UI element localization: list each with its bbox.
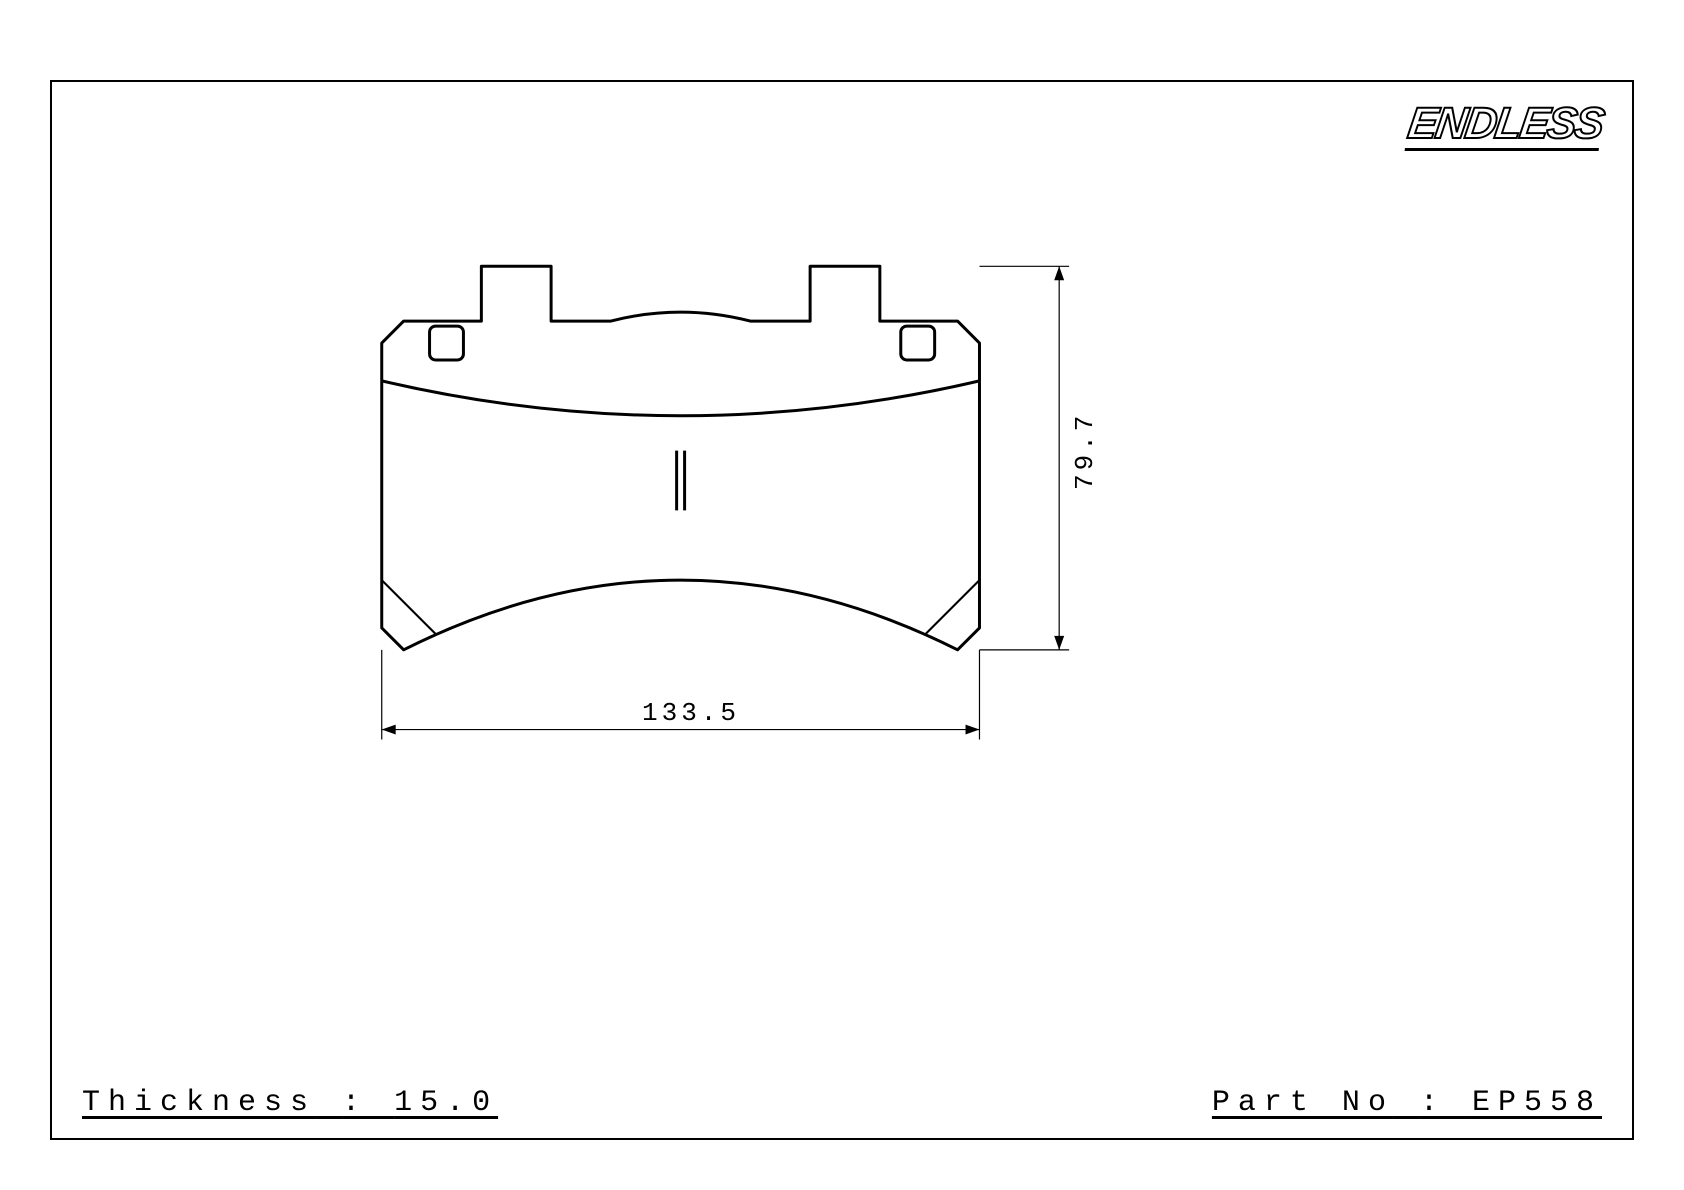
partno-label: Part No (1212, 1086, 1394, 1120)
drawing-sheet: ENDLESS 133.5 79.7 Thickness : 15.0 Part… (50, 80, 1634, 1140)
colon: : (342, 1086, 394, 1120)
part-number-field: Part No : EP558 (1212, 1086, 1602, 1120)
partno-value: EP558 (1472, 1086, 1602, 1120)
thickness-field: Thickness : 15.0 (82, 1086, 498, 1120)
thickness-label: Thickness (82, 1086, 316, 1120)
technical-drawing (52, 82, 1632, 1138)
dimension-height-label: 79.7 (1070, 411, 1100, 489)
thickness-value: 15.0 (394, 1086, 498, 1120)
dimension-width-label: 133.5 (642, 698, 740, 728)
colon: : (1420, 1086, 1472, 1120)
